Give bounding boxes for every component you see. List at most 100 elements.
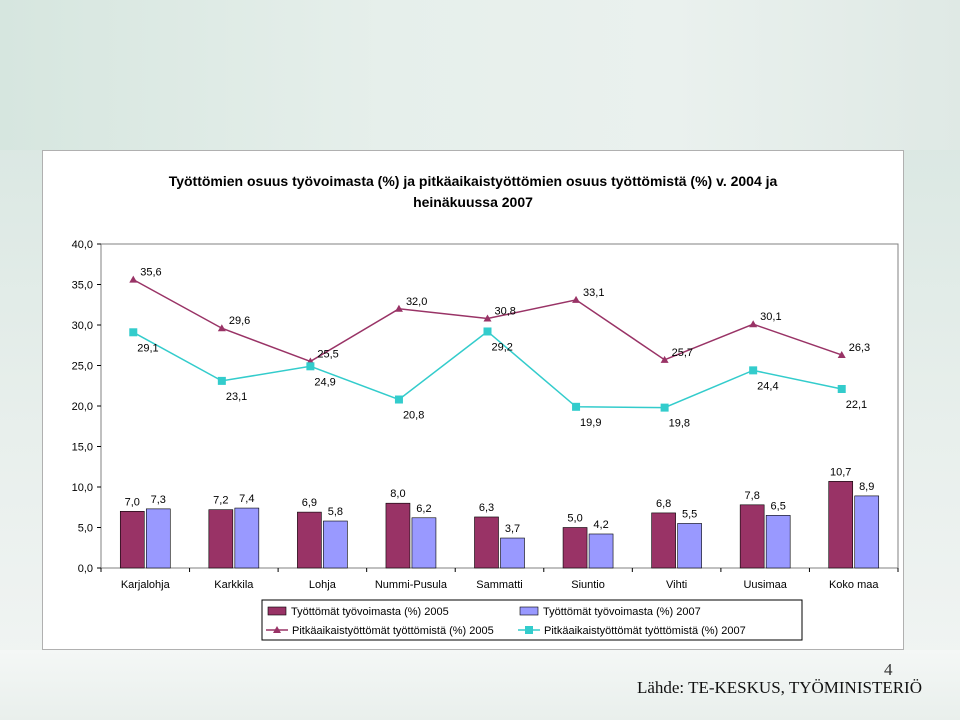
bar [677, 523, 702, 569]
chart-title: Työttömien osuus työvoimasta (%) ja pitk… [43, 171, 903, 213]
line-data-label: 30,8 [495, 306, 516, 318]
legend-swatch [267, 606, 287, 616]
bar [765, 515, 791, 569]
bar [739, 504, 765, 569]
bar-data-label: 8,0 [390, 488, 405, 500]
source-caption: Lähde: TE-KESKUS, TYÖMINISTERIÖ [636, 678, 922, 697]
y-tick-label: 35,0 [72, 280, 93, 292]
x-tick-label: Karkkila [214, 579, 254, 591]
chart-frame: Työttömien osuus työvoimasta (%) ja pitk… [42, 150, 904, 650]
y-tick-label: 30,0 [72, 320, 93, 332]
square-marker [306, 362, 315, 371]
y-tick-label: 15,0 [72, 442, 93, 454]
line-data-label: 33,1 [583, 287, 604, 299]
bar [234, 507, 260, 569]
line-data-label: 24,4 [757, 380, 778, 392]
bar [145, 508, 171, 569]
square-marker [837, 384, 846, 393]
square-marker [129, 328, 138, 337]
x-tick-label: Vihti [666, 579, 687, 591]
square-marker [572, 402, 581, 411]
legend-triangle-marker [273, 626, 281, 633]
slide-header-background [0, 0, 960, 150]
square-marker [749, 366, 758, 375]
square-marker [394, 395, 403, 404]
bar-data-label: 7,4 [239, 493, 254, 505]
x-tick-label: Sammatti [476, 579, 522, 591]
slide-footer-background [0, 650, 960, 720]
line-data-label: 30,1 [760, 311, 781, 323]
bar [651, 512, 676, 569]
bar [297, 511, 322, 569]
triangle-marker [217, 324, 226, 332]
legend-label: Työttömät työvoimasta (%) 2005 [291, 606, 449, 618]
line-data-label: 22,1 [846, 399, 867, 411]
bar-data-label: 8,9 [859, 481, 874, 493]
square-marker [660, 403, 669, 412]
bar-data-label: 6,8 [656, 498, 671, 510]
bar [208, 509, 234, 569]
bar [828, 481, 854, 569]
triangle-marker [483, 314, 492, 322]
line-data-label: 20,8 [403, 410, 424, 422]
chart-title-line-2: heinäkuussa 2007 [413, 194, 533, 210]
line-data-label: 24,9 [314, 376, 335, 388]
bar-data-label: 10,7 [830, 466, 851, 478]
line-data-label: 19,9 [580, 417, 601, 429]
bar-data-label: 6,3 [479, 502, 494, 514]
x-tick-label: Lohja [309, 579, 337, 591]
legend-label: Työttömät työvoimasta (%) 2007 [543, 606, 701, 618]
x-tick-label: Uusimaa [743, 579, 787, 591]
legend-label: Pitkäaikaistyöttömät työttömistä (%) 200… [292, 625, 494, 637]
bar-data-label: 6,9 [302, 497, 317, 509]
line-data-label: 29,2 [492, 341, 513, 353]
legend-square-marker [525, 626, 533, 634]
bar-data-label: 4,2 [593, 519, 608, 531]
y-tick-label: 0,0 [78, 563, 93, 575]
bar [385, 502, 411, 569]
x-tick-label: Koko maa [829, 579, 879, 591]
y-tick-label: 20,0 [72, 401, 93, 413]
line-data-label: 25,5 [317, 348, 338, 360]
combo-chart: 0,0 5,0 10,0 15,0 20,0 25,0 30,0 35,0 40,0 Karjal… [72, 239, 899, 641]
bar-data-label: 5,0 [567, 513, 582, 525]
triangle-marker [837, 350, 846, 358]
line-data-label: 19,8 [669, 418, 690, 430]
y-tick-label: 5,0 [78, 523, 93, 535]
y-tick-label: 40,0 [72, 239, 93, 251]
y-tick-label: 10,0 [72, 482, 93, 494]
triangle-marker [394, 304, 403, 312]
bar-data-label: 6,5 [771, 500, 786, 512]
bar [119, 510, 145, 569]
bar [562, 527, 588, 569]
bar [854, 495, 880, 569]
x-tick-label: Siuntio [571, 579, 605, 591]
y-tick-label: 25,0 [72, 361, 93, 373]
bar [474, 516, 499, 569]
triangle-marker [129, 275, 138, 283]
x-tick-label: Karjalohja [121, 579, 171, 591]
x-tick-label: Nummi-Pusula [375, 579, 448, 591]
square-marker [483, 327, 492, 336]
slide-number: 4 [884, 660, 893, 679]
bar [411, 517, 437, 569]
legend-swatch [519, 606, 539, 616]
triangle-marker [572, 295, 581, 303]
bar [588, 533, 614, 569]
triangle-marker [660, 355, 669, 363]
legend-label: Pitkäaikaistyöttömät työttömistä (%) 200… [544, 625, 746, 637]
square-marker [217, 376, 226, 385]
line-data-label: 25,7 [672, 347, 693, 359]
bar-data-label: 7,8 [745, 490, 760, 502]
line-data-label: 35,6 [140, 267, 161, 279]
bar-data-label: 5,8 [328, 506, 343, 518]
bar-data-label: 7,2 [213, 495, 228, 507]
bar-data-label: 7,0 [125, 496, 140, 508]
bar [500, 537, 525, 569]
bar-data-label: 6,2 [416, 503, 431, 515]
line-data-label: 26,3 [849, 342, 870, 354]
line-data-label: 29,6 [229, 315, 250, 327]
bar [323, 520, 348, 569]
line-data-label: 23,1 [226, 391, 247, 403]
bar-data-label: 5,5 [682, 508, 697, 520]
